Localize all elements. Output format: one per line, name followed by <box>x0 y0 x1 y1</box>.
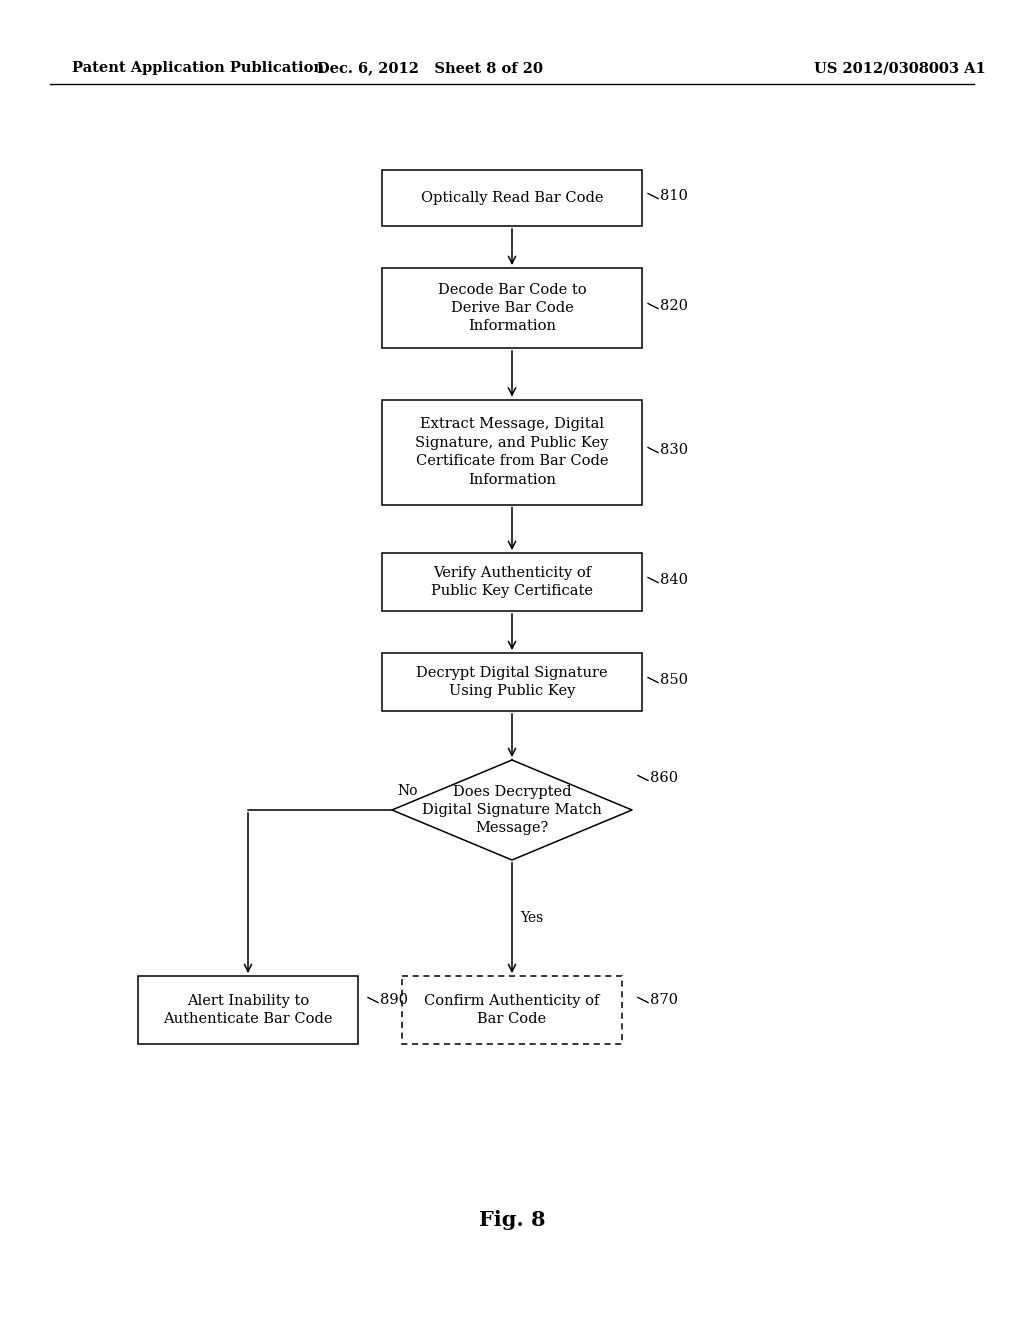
Bar <box>382 400 642 504</box>
Text: 810: 810 <box>660 189 688 203</box>
Text: 830: 830 <box>660 444 688 457</box>
Text: 820: 820 <box>660 300 688 313</box>
Polygon shape <box>392 760 632 861</box>
Bar <box>138 975 358 1044</box>
Bar <box>382 553 642 611</box>
Text: Confirm Authenticity of
Bar Code: Confirm Authenticity of Bar Code <box>424 994 600 1026</box>
Text: Optically Read Bar Code: Optically Read Bar Code <box>421 191 603 205</box>
Text: 890: 890 <box>380 993 408 1007</box>
Text: US 2012/0308003 A1: US 2012/0308003 A1 <box>814 61 986 75</box>
Text: 860: 860 <box>650 771 678 785</box>
Bar <box>382 653 642 711</box>
Text: Decrypt Digital Signature
Using Public Key: Decrypt Digital Signature Using Public K… <box>416 665 608 698</box>
Text: 840: 840 <box>660 573 688 587</box>
Text: Does Decrypted
Digital Signature Match
Message?: Does Decrypted Digital Signature Match M… <box>422 784 602 836</box>
Bar <box>382 268 642 348</box>
Text: Yes: Yes <box>520 911 544 925</box>
Text: 850: 850 <box>660 673 688 686</box>
Text: Alert Inability to
Authenticate Bar Code: Alert Inability to Authenticate Bar Code <box>163 994 333 1026</box>
Text: Verify Authenticity of
Public Key Certificate: Verify Authenticity of Public Key Certif… <box>431 566 593 598</box>
Text: Decode Bar Code to
Derive Bar Code
Information: Decode Bar Code to Derive Bar Code Infor… <box>437 282 587 334</box>
Bar <box>402 975 622 1044</box>
Text: No: No <box>397 784 418 799</box>
Text: Dec. 6, 2012   Sheet 8 of 20: Dec. 6, 2012 Sheet 8 of 20 <box>317 61 543 75</box>
Bar <box>382 170 642 226</box>
Text: Fig. 8: Fig. 8 <box>479 1210 545 1230</box>
Text: Patent Application Publication: Patent Application Publication <box>72 61 324 75</box>
Text: 870: 870 <box>650 993 678 1007</box>
Text: Extract Message, Digital
Signature, and Public Key
Certificate from Bar Code
Inf: Extract Message, Digital Signature, and … <box>416 417 608 487</box>
